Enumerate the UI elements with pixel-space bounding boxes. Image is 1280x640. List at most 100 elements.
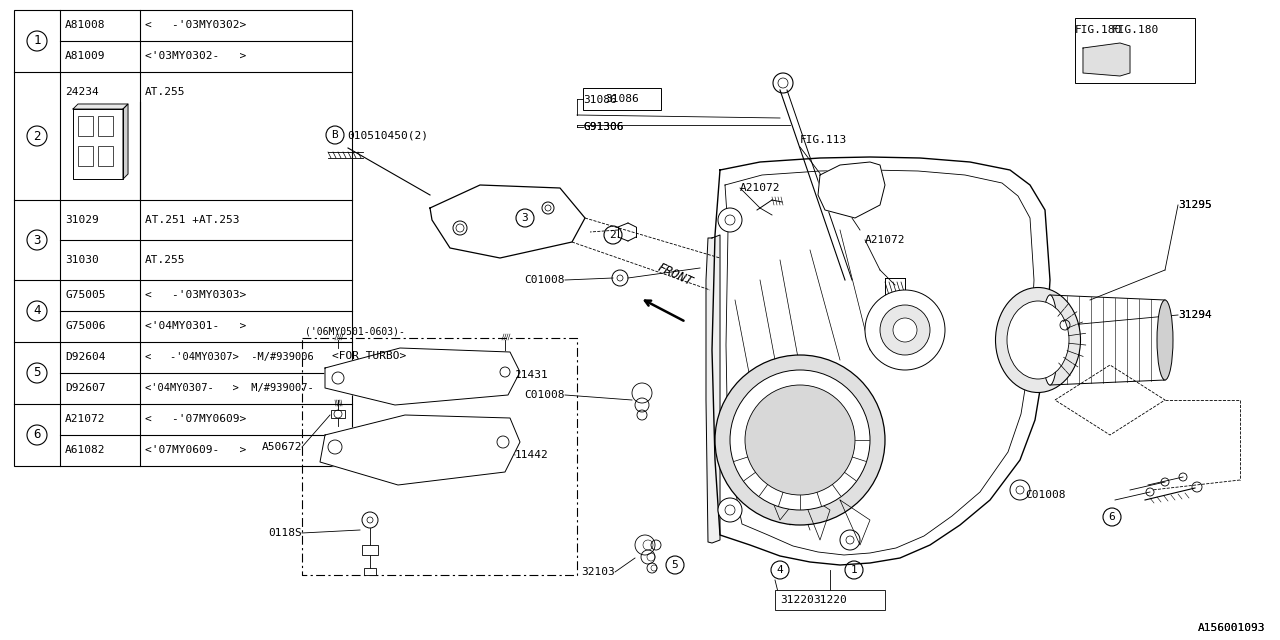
Text: 4: 4 [777, 565, 783, 575]
Text: 31220: 31220 [813, 595, 847, 605]
Text: <   -'07MY0609>: < -'07MY0609> [145, 414, 246, 424]
Polygon shape [707, 235, 719, 543]
Text: C01008: C01008 [1025, 490, 1065, 500]
Circle shape [718, 208, 742, 232]
Text: 31295: 31295 [1178, 200, 1212, 210]
Circle shape [865, 290, 945, 370]
Text: 31086: 31086 [582, 95, 617, 105]
Polygon shape [1050, 295, 1165, 385]
Text: 1: 1 [33, 35, 41, 47]
Circle shape [718, 498, 742, 522]
Text: <   -'03MY0302>: < -'03MY0302> [145, 20, 246, 30]
Text: 5: 5 [33, 367, 41, 380]
Polygon shape [123, 104, 128, 179]
Polygon shape [1083, 43, 1130, 76]
Text: A156001093: A156001093 [1198, 623, 1265, 633]
Polygon shape [73, 109, 123, 179]
Bar [14, 10, 352, 466]
Text: <   -'04MY0307>  -M/#939006: < -'04MY0307> -M/#939006 [145, 352, 314, 362]
Text: FIG.113: FIG.113 [800, 135, 847, 145]
Text: A156001093: A156001093 [1198, 623, 1265, 633]
Text: <'03MY0302-   >: <'03MY0302- > [145, 51, 246, 61]
Text: 31295: 31295 [1178, 200, 1212, 210]
Text: AT.251 +AT.253: AT.251 +AT.253 [145, 215, 239, 225]
Text: 4: 4 [33, 305, 41, 317]
Text: <FOR TURBO>: <FOR TURBO> [332, 351, 406, 361]
Text: A61082: A61082 [65, 445, 105, 455]
Text: C01008: C01008 [525, 275, 564, 285]
Text: 31294: 31294 [1178, 310, 1212, 320]
Circle shape [893, 318, 916, 342]
Text: G91306: G91306 [582, 122, 623, 132]
Text: 31030: 31030 [65, 255, 99, 265]
Text: 11431: 11431 [515, 370, 549, 380]
Text: FIG.180: FIG.180 [1075, 25, 1123, 35]
Text: D92604: D92604 [65, 352, 105, 362]
Text: 31086: 31086 [605, 94, 639, 104]
Text: A21072: A21072 [65, 414, 105, 424]
Text: G91306: G91306 [582, 122, 623, 132]
Polygon shape [73, 104, 128, 109]
Text: FRONT: FRONT [655, 261, 695, 289]
Text: 6: 6 [1108, 512, 1115, 522]
Text: A21072: A21072 [865, 235, 905, 245]
Bar [362, 545, 378, 555]
Text: 010510450(2): 010510450(2) [347, 130, 428, 140]
Text: <'07MY0609-   >: <'07MY0609- > [145, 445, 246, 455]
Ellipse shape [1157, 300, 1172, 380]
Bar [582, 88, 660, 110]
Circle shape [1010, 480, 1030, 500]
Text: 32103: 32103 [581, 567, 614, 577]
Circle shape [840, 530, 860, 550]
Bar [332, 410, 346, 418]
Text: 1: 1 [851, 565, 858, 575]
Text: 31294: 31294 [1178, 310, 1212, 320]
Polygon shape [724, 170, 1034, 555]
Polygon shape [712, 157, 1050, 565]
Bar [78, 116, 93, 136]
Text: 2: 2 [609, 230, 617, 240]
Text: AT.255: AT.255 [145, 87, 186, 97]
Polygon shape [320, 415, 520, 485]
Text: <   -'03MY0303>: < -'03MY0303> [145, 290, 246, 300]
Circle shape [716, 355, 884, 525]
Text: FIG.180: FIG.180 [1111, 25, 1158, 35]
Text: 5: 5 [672, 560, 678, 570]
Text: 3: 3 [522, 213, 529, 223]
Text: 6: 6 [33, 429, 41, 442]
Circle shape [745, 385, 855, 495]
Bar [774, 590, 884, 610]
Text: A50672: A50672 [261, 442, 302, 452]
Text: ('06MY0501-0603)-: ('06MY0501-0603)- [305, 326, 404, 336]
Text: D92607: D92607 [65, 383, 105, 393]
Bar [99, 146, 113, 166]
Bar [1075, 18, 1196, 83]
Text: B: B [332, 130, 338, 140]
Text: 11442: 11442 [515, 450, 549, 460]
Text: A81008: A81008 [65, 20, 105, 30]
Circle shape [881, 305, 931, 355]
Bar [99, 116, 113, 136]
Ellipse shape [1042, 295, 1059, 385]
Ellipse shape [996, 287, 1080, 392]
Text: 0118S: 0118S [269, 528, 302, 538]
Text: 31220: 31220 [780, 595, 814, 605]
Text: 2: 2 [33, 129, 41, 143]
Text: <'04MY0307-   >  M/#939007-: <'04MY0307- > M/#939007- [145, 383, 314, 393]
Text: 3: 3 [33, 234, 41, 246]
Bar [78, 146, 93, 166]
Ellipse shape [1007, 301, 1069, 379]
Text: G75006: G75006 [65, 321, 105, 331]
Text: AT.255: AT.255 [145, 255, 186, 265]
Text: G75005: G75005 [65, 290, 105, 300]
Text: 31029: 31029 [65, 215, 99, 225]
Text: A21072: A21072 [740, 183, 781, 193]
Text: 24234: 24234 [65, 87, 99, 97]
Text: C01008: C01008 [525, 390, 564, 400]
Polygon shape [430, 185, 585, 258]
Text: <'04MY0301-   >: <'04MY0301- > [145, 321, 246, 331]
Polygon shape [818, 162, 884, 218]
Circle shape [730, 370, 870, 510]
Text: A81009: A81009 [65, 51, 105, 61]
Polygon shape [325, 348, 520, 405]
